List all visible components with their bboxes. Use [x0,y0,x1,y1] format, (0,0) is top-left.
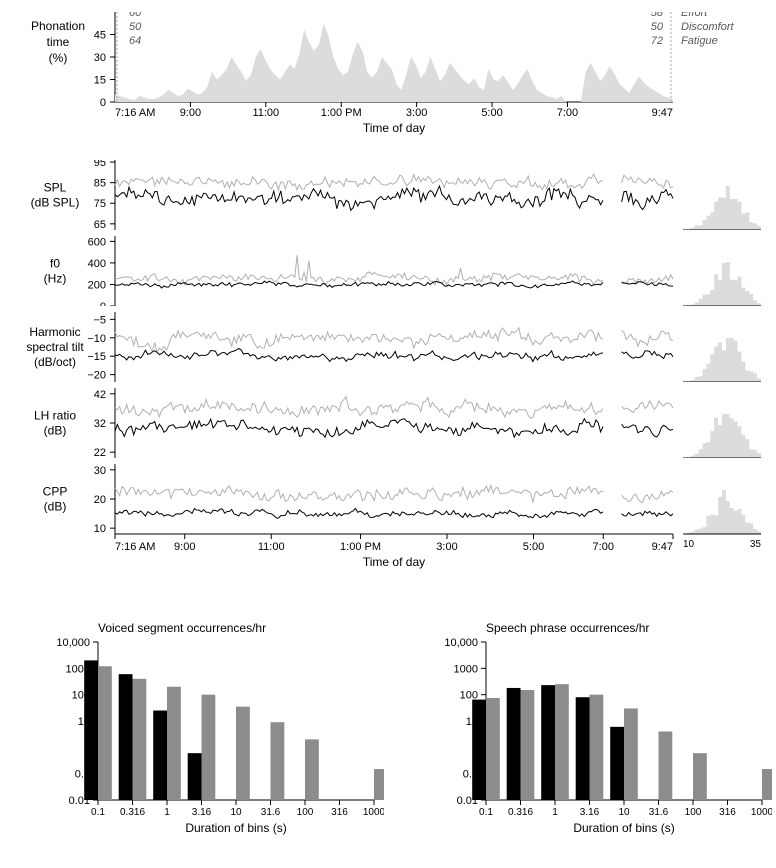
svg-text:CPP: CPP [43,485,68,499]
timeseries-row: f0(Hz)0200400600200400 [0,236,776,306]
svg-text:Harmonic: Harmonic [29,325,80,339]
svg-text:10: 10 [683,539,695,550]
svg-text:65: 65 [94,219,106,230]
svg-text:(dB): (dB) [44,424,67,438]
svg-text:−20: −20 [87,370,106,382]
svg-text:Voiced segment occurrences/hr: Voiced segment occurrences/hr [98,621,266,635]
svg-text:Speech phrase occurrences/hr: Speech phrase occurrences/hr [486,621,649,635]
svg-text:7:00: 7:00 [557,107,578,119]
svg-text:95: 95 [94,160,106,169]
svg-text:0.316: 0.316 [508,807,533,818]
svg-text:45: 45 [94,30,106,42]
svg-text:11:00: 11:00 [252,107,279,119]
svg-text:(Hz): (Hz) [44,272,67,286]
svg-text:7:00: 7:00 [593,541,614,553]
svg-text:85: 85 [94,178,106,190]
figure-root: 0 15 30 45 60 50 64 58 50 72 Effort Discomfort Fatig… [0,0,776,868]
timeseries-row: SPL(dB SPL)6575859560105 [0,160,776,230]
svg-text:9:47: 9:47 [652,541,673,553]
svg-text:−5: −5 [93,314,106,326]
svg-text:Time of day: Time of day [363,121,425,135]
svg-text:7:16 AM: 7:16 AM [115,541,155,553]
svg-text:(dB): (dB) [44,500,67,514]
timeseries-row: LH ratio(dB)2232422245 [0,388,776,458]
svg-text:Effort: Effort [681,12,708,19]
svg-text:32: 32 [94,418,106,430]
svg-text:Discomfort: Discomfort [681,21,735,33]
svg-text:1:00 PM: 1:00 PM [340,541,381,553]
phonation-panel: 0 15 30 45 60 50 64 58 50 72 Effort Discomfort Fatig… [0,12,776,138]
svg-text:(%): (%) [49,51,68,65]
svg-text:10,000: 10,000 [444,637,478,649]
timeseries-row: Harmonicspectral tilt(dB/oct) −20 −15 −10 −5… [0,312,776,382]
svg-text:20: 20 [94,494,106,506]
svg-text:1: 1 [552,807,558,818]
svg-text:1000: 1000 [363,807,384,818]
svg-text:−15: −15 [87,351,106,363]
svg-text:200: 200 [88,279,106,291]
svg-text:0: 0 [100,97,106,109]
svg-text:100: 100 [297,807,314,818]
svg-text:30: 30 [94,465,106,477]
svg-text:f0: f0 [50,257,60,271]
svg-text:3:00: 3:00 [436,541,457,553]
svg-text:42: 42 [94,389,106,401]
svg-text:3.16: 3.16 [580,807,600,818]
svg-text:11:00: 11:00 [258,541,285,553]
svg-text:75: 75 [94,198,106,210]
svg-text:0.1: 0.1 [91,807,105,818]
svg-text:1000: 1000 [454,663,478,675]
svg-text:31.6: 31.6 [649,807,669,818]
svg-text:Duration of bins (s): Duration of bins (s) [185,821,286,835]
svg-text:600: 600 [88,236,106,248]
svg-text:10: 10 [94,523,106,535]
svg-text:0.1: 0.1 [479,807,493,818]
svg-text:316: 316 [331,807,348,818]
bottom-bar-chart: Voiced segment occurrences/hr0.010.11101… [38,620,384,840]
svg-text:0.316: 0.316 [120,807,145,818]
svg-text:Phonation: Phonation [31,19,85,33]
svg-text:35: 35 [750,539,762,550]
svg-text:7:16 AM: 7:16 AM [115,107,155,119]
svg-text:5:00: 5:00 [481,107,502,119]
svg-text:15: 15 [94,75,106,87]
svg-text:58: 58 [651,12,664,19]
svg-text:50: 50 [129,21,142,33]
svg-text:3.16: 3.16 [192,807,212,818]
svg-text:316: 316 [719,807,736,818]
svg-text:100: 100 [685,807,702,818]
svg-text:1000: 1000 [751,807,772,818]
svg-text:10: 10 [230,807,242,818]
svg-text:9:00: 9:00 [174,541,195,553]
svg-text:0: 0 [100,301,106,306]
svg-text:Duration of bins (s): Duration of bins (s) [573,821,674,835]
svg-text:30: 30 [94,52,106,64]
svg-text:5:00: 5:00 [523,541,544,553]
svg-text:Fatigue: Fatigue [681,35,718,47]
svg-text:60: 60 [129,12,142,19]
svg-text:(dB SPL): (dB SPL) [31,196,80,210]
svg-text:10,000: 10,000 [56,637,90,649]
bottom-bar-chart: Speech phrase occurrences/hr0.010.111010… [426,620,772,840]
svg-text:LH ratio: LH ratio [34,409,76,423]
svg-text:(dB/oct): (dB/oct) [34,355,76,369]
svg-text:72: 72 [651,35,663,47]
svg-text:22: 22 [94,447,106,458]
svg-text:9:47: 9:47 [652,107,673,119]
svg-text:3:00: 3:00 [406,107,427,119]
timeseries-row: CPP(dB) 10 20 30 7:16 AM 9:00 11:00 1:00 PM 3:00… [0,464,776,570]
svg-text:1:00 PM: 1:00 PM [321,107,362,119]
svg-text:9:00: 9:00 [180,107,201,119]
svg-text:time: time [47,35,70,49]
svg-text:50: 50 [651,21,664,33]
svg-text:spectral tilt: spectral tilt [26,340,84,354]
svg-text:SPL: SPL [44,181,67,195]
svg-text:−10: −10 [87,333,106,345]
svg-text:10: 10 [618,807,630,818]
svg-text:1: 1 [164,807,170,818]
svg-text:64: 64 [129,35,141,47]
svg-text:400: 400 [88,258,106,270]
svg-text:Time of day: Time of day [363,555,425,569]
svg-text:31.6: 31.6 [261,807,281,818]
